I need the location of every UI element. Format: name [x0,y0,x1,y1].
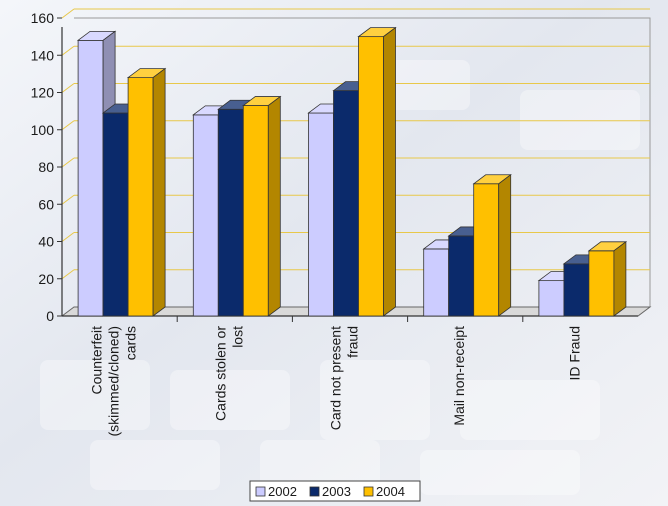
x-category-label: ID Fraud [566,326,582,380]
background-key-shape [90,440,220,490]
legend-swatch-2002 [255,486,266,497]
y-tick-label: 140 [31,47,55,63]
y-tick-label: 160 [31,10,55,26]
y-tick-label: 0 [46,308,54,324]
gridline-side [61,269,75,280]
x-category-label: fraud [345,326,361,358]
y-tick-label: 40 [38,234,54,250]
x-category-label: Mail non-receipt [451,326,467,426]
bar-2004-0 [126,67,167,317]
gridline-side [61,157,75,168]
gridline-side [61,232,75,242]
bar-2004-1 [242,95,282,317]
legend-swatch-2004 [363,486,374,497]
back-wall [74,17,651,307]
x-category-label: cards [123,326,139,360]
gridline-side [61,8,75,19]
x-category-label: Card not present [328,326,344,430]
legend-swatch-2003 [309,486,320,497]
bar-2004-3 [472,173,512,317]
gridline-side [61,194,75,205]
bar-2002-0 [76,30,117,317]
legend: 2002 2003 2004 [249,480,421,502]
background-key-shape [460,380,600,440]
legend-label-2002: 2002 [268,484,297,499]
x-category-label: (skimmed/cloned) [106,326,122,436]
background-key-shape [420,450,580,495]
bar-2004-4 [587,241,628,317]
gridline-side [61,83,75,93]
legend-box [249,480,421,502]
x-category-label: Cards stolen or [212,326,228,421]
background-key-shape [40,360,150,430]
y-tick-label: 80 [38,159,54,175]
background-key-shape [260,440,380,490]
background-key-shape [320,360,430,440]
y-tick-label: 100 [31,122,55,138]
background-key-shape [170,370,290,430]
x-category-label: Counterfeit [89,326,105,395]
gridline-side [61,45,75,56]
bar-2004-2 [357,26,397,317]
plot-area: 0 20 40 60 80 100 120 140 160 Counterfeit (skimmed… [31,8,652,436]
legend-label-2004: 2004 [376,484,405,499]
gridline-side [61,120,75,131]
background-key-shape [520,90,640,150]
x-category-label: lost [229,326,245,348]
y-tick-label: 60 [38,196,54,212]
y-tick-label: 120 [31,85,55,101]
legend-label-2003: 2003 [322,484,351,499]
y-tick-label: 20 [38,271,54,287]
